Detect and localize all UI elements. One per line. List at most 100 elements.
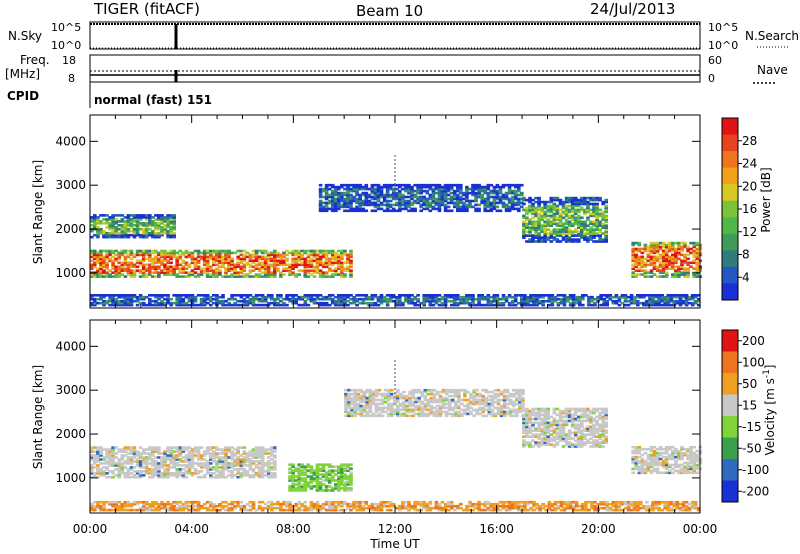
power-cell — [330, 253, 335, 257]
velocity-cell — [420, 394, 424, 398]
power-cell — [193, 275, 198, 278]
power-cell — [239, 303, 244, 307]
velocity-cell — [349, 483, 353, 486]
power-cell — [637, 267, 642, 270]
power-cell — [324, 257, 329, 261]
power-cell — [148, 267, 152, 270]
power-cell — [513, 191, 518, 195]
power-cell — [236, 263, 240, 267]
power-cell — [456, 301, 460, 305]
power-cell — [276, 253, 280, 257]
power-cell — [419, 209, 423, 213]
power-cell — [166, 231, 170, 235]
power-cell — [534, 236, 538, 239]
power-cell — [574, 301, 579, 305]
power-cell — [93, 297, 97, 301]
power-cell — [648, 303, 652, 307]
power-cell — [184, 249, 189, 253]
power-cell — [528, 226, 532, 229]
power-cell — [573, 198, 578, 202]
power-cell — [477, 209, 481, 213]
velocity-cell — [300, 489, 304, 492]
power-cell — [291, 265, 295, 269]
power-cell — [202, 261, 207, 265]
velocity-cell — [444, 398, 449, 402]
velocity-cell — [346, 481, 350, 484]
velocity-cell — [343, 467, 347, 470]
power-cell — [468, 205, 472, 209]
power-cell — [157, 295, 161, 299]
power-cell — [401, 195, 405, 199]
power-cell — [428, 299, 433, 303]
power-cell — [677, 271, 681, 274]
power-colorbar-segment — [722, 134, 738, 152]
velocity-cell — [447, 404, 452, 408]
power-cell — [695, 251, 699, 255]
velocity-cell — [227, 474, 231, 477]
power-cell — [343, 269, 347, 272]
power-cell — [498, 185, 503, 189]
power-cell — [522, 236, 526, 239]
power-cell — [199, 294, 204, 297]
power-cell — [108, 294, 112, 297]
power-cell — [312, 251, 317, 255]
power-cell — [117, 257, 122, 261]
power-cell — [263, 297, 268, 301]
power-cell — [446, 197, 451, 201]
power-cell — [334, 187, 338, 191]
power-cell — [242, 267, 247, 270]
power-cell — [640, 263, 645, 267]
power-cell — [674, 261, 678, 265]
power-cell — [471, 297, 475, 301]
power-cell — [413, 297, 417, 301]
velocity-cell — [306, 481, 311, 484]
power-cell — [148, 255, 152, 259]
power-cell — [535, 295, 539, 299]
power-cell — [166, 261, 170, 265]
power-cell — [236, 294, 240, 297]
power-cell — [349, 249, 353, 253]
power-cell — [686, 263, 690, 267]
power-cell — [631, 251, 635, 255]
velocity-cell — [383, 410, 388, 414]
power-cell — [565, 295, 570, 299]
power-cell — [637, 273, 642, 276]
power-cell — [294, 251, 298, 255]
velocity-cell — [129, 452, 134, 455]
velocity-cell — [343, 483, 347, 486]
power-cell — [697, 294, 701, 297]
power-cell — [99, 253, 103, 257]
velocity-cell — [205, 468, 210, 471]
velocity-cell — [478, 408, 482, 412]
velocity-cell — [193, 462, 198, 465]
power-cell — [285, 267, 289, 270]
power-cell — [96, 255, 100, 259]
power-cell — [105, 273, 109, 276]
power-cell — [525, 208, 529, 212]
power-cell — [583, 238, 587, 241]
power-cell — [517, 301, 521, 305]
power-cell — [212, 259, 216, 263]
power-cell — [492, 187, 497, 191]
power-cell — [187, 275, 192, 278]
power-cell — [646, 271, 651, 274]
power-cell — [623, 299, 628, 303]
power-cell — [105, 233, 109, 237]
velocity-cell — [120, 450, 125, 453]
power-cell — [675, 294, 680, 297]
velocity-cell — [144, 458, 149, 461]
power-cell — [108, 216, 112, 219]
power-cell — [123, 235, 128, 239]
power-cell — [117, 294, 122, 297]
power-cell — [561, 226, 566, 229]
power-cell — [239, 257, 244, 261]
power-cell — [385, 299, 390, 303]
power-cell — [407, 209, 411, 213]
power-cell — [340, 253, 344, 257]
velocity-cell — [297, 463, 301, 466]
power-cell — [221, 299, 225, 303]
power-cell — [661, 241, 666, 245]
power-cell — [90, 216, 94, 219]
velocity-cell — [324, 485, 329, 488]
velocity-cell — [215, 462, 219, 465]
